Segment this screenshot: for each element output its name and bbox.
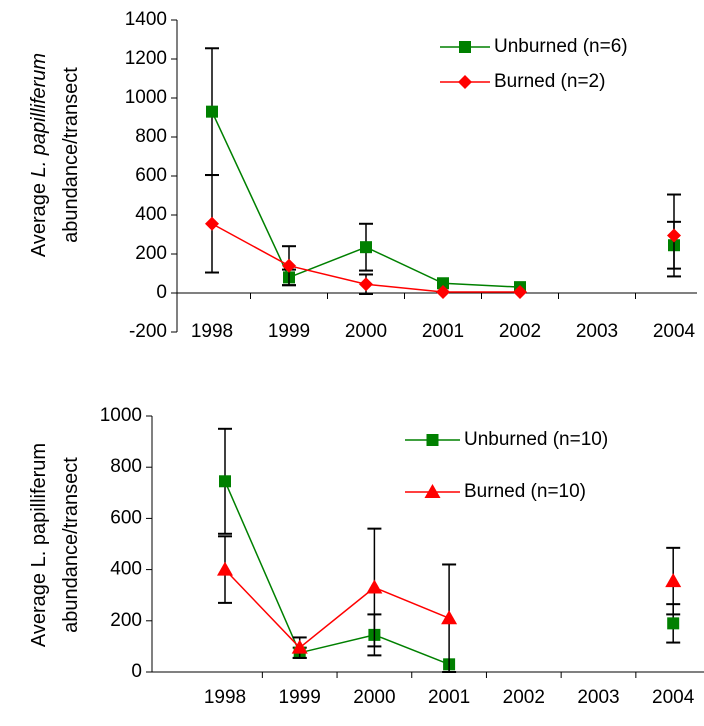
x-tick-label: 1999 bbox=[268, 321, 310, 342]
y-axis-label: abundance/transect bbox=[60, 457, 82, 633]
y-tick-label: 200 bbox=[110, 610, 142, 631]
marker bbox=[513, 285, 527, 300]
y-tick-label: 600 bbox=[110, 507, 142, 528]
marker bbox=[359, 277, 373, 292]
x-tick-label: 2004 bbox=[652, 687, 695, 708]
y-tick-label: 1400 bbox=[125, 9, 167, 30]
marker bbox=[217, 561, 233, 576]
marker bbox=[366, 579, 383, 594]
x-tick-label: 1998 bbox=[204, 687, 246, 708]
marker bbox=[424, 484, 441, 498]
marker bbox=[665, 573, 682, 588]
x-tick-label: 2001 bbox=[428, 687, 470, 708]
marker bbox=[441, 610, 458, 625]
y-tick-label: 0 bbox=[156, 282, 167, 303]
legend-label: Unburned (n=6) bbox=[494, 36, 628, 57]
y-axis-label: Average L. papilliferum bbox=[28, 443, 50, 647]
y-axis-label-part: Average bbox=[28, 177, 50, 257]
x-tick-label: 2000 bbox=[345, 321, 387, 342]
x-tick-label: 2002 bbox=[499, 321, 541, 342]
y-tick-label: 800 bbox=[135, 126, 167, 147]
marker bbox=[437, 277, 449, 290]
y-axis-label-part: abundance/transect bbox=[60, 67, 82, 243]
y-axis-label-part: abundance/transect bbox=[60, 457, 82, 633]
y-tick-label: 1200 bbox=[125, 48, 167, 69]
x-tick-label: 2001 bbox=[422, 321, 464, 342]
y-axis-label-part: L. papilliferum bbox=[28, 53, 50, 178]
x-tick-label: 2002 bbox=[503, 687, 545, 708]
marker bbox=[667, 617, 680, 630]
x-tick-label: 2000 bbox=[353, 687, 395, 708]
x-tick-label: 1999 bbox=[279, 687, 321, 708]
marker bbox=[667, 228, 681, 243]
x-tick-label: 1998 bbox=[191, 321, 233, 342]
marker bbox=[426, 434, 439, 446]
y-tick-label: 400 bbox=[135, 204, 167, 225]
marker bbox=[459, 41, 471, 53]
marker bbox=[282, 258, 296, 273]
x-tick-label: 2003 bbox=[576, 321, 618, 342]
y-tick-label: 800 bbox=[110, 456, 142, 477]
y-tick-label: 200 bbox=[135, 243, 167, 264]
y-axis-label-part: Average L. papilliferum bbox=[28, 443, 50, 647]
marker bbox=[436, 285, 450, 300]
x-tick-label: 2004 bbox=[653, 321, 696, 342]
marker bbox=[206, 105, 218, 118]
marker bbox=[291, 639, 308, 654]
y-tick-label: -200 bbox=[129, 321, 167, 342]
legend-label: Burned (n=2) bbox=[494, 71, 605, 92]
y-tick-label: 400 bbox=[110, 559, 142, 580]
y-tick-label: 1000 bbox=[125, 87, 167, 108]
x-tick-label: 2003 bbox=[577, 687, 619, 708]
y-axis-label: abundance/transect bbox=[60, 67, 82, 243]
legend-label: Unburned (n=10) bbox=[464, 429, 608, 450]
y-axis-label: Average L. papilliferum bbox=[28, 53, 50, 257]
marker bbox=[360, 241, 372, 254]
y-tick-label: 600 bbox=[135, 165, 167, 186]
marker bbox=[205, 216, 219, 231]
y-tick-label: 1000 bbox=[100, 405, 142, 426]
marker bbox=[458, 75, 472, 89]
y-tick-label: 0 bbox=[131, 661, 142, 682]
marker bbox=[219, 475, 231, 488]
legend-label: Burned (n=10) bbox=[464, 481, 586, 502]
